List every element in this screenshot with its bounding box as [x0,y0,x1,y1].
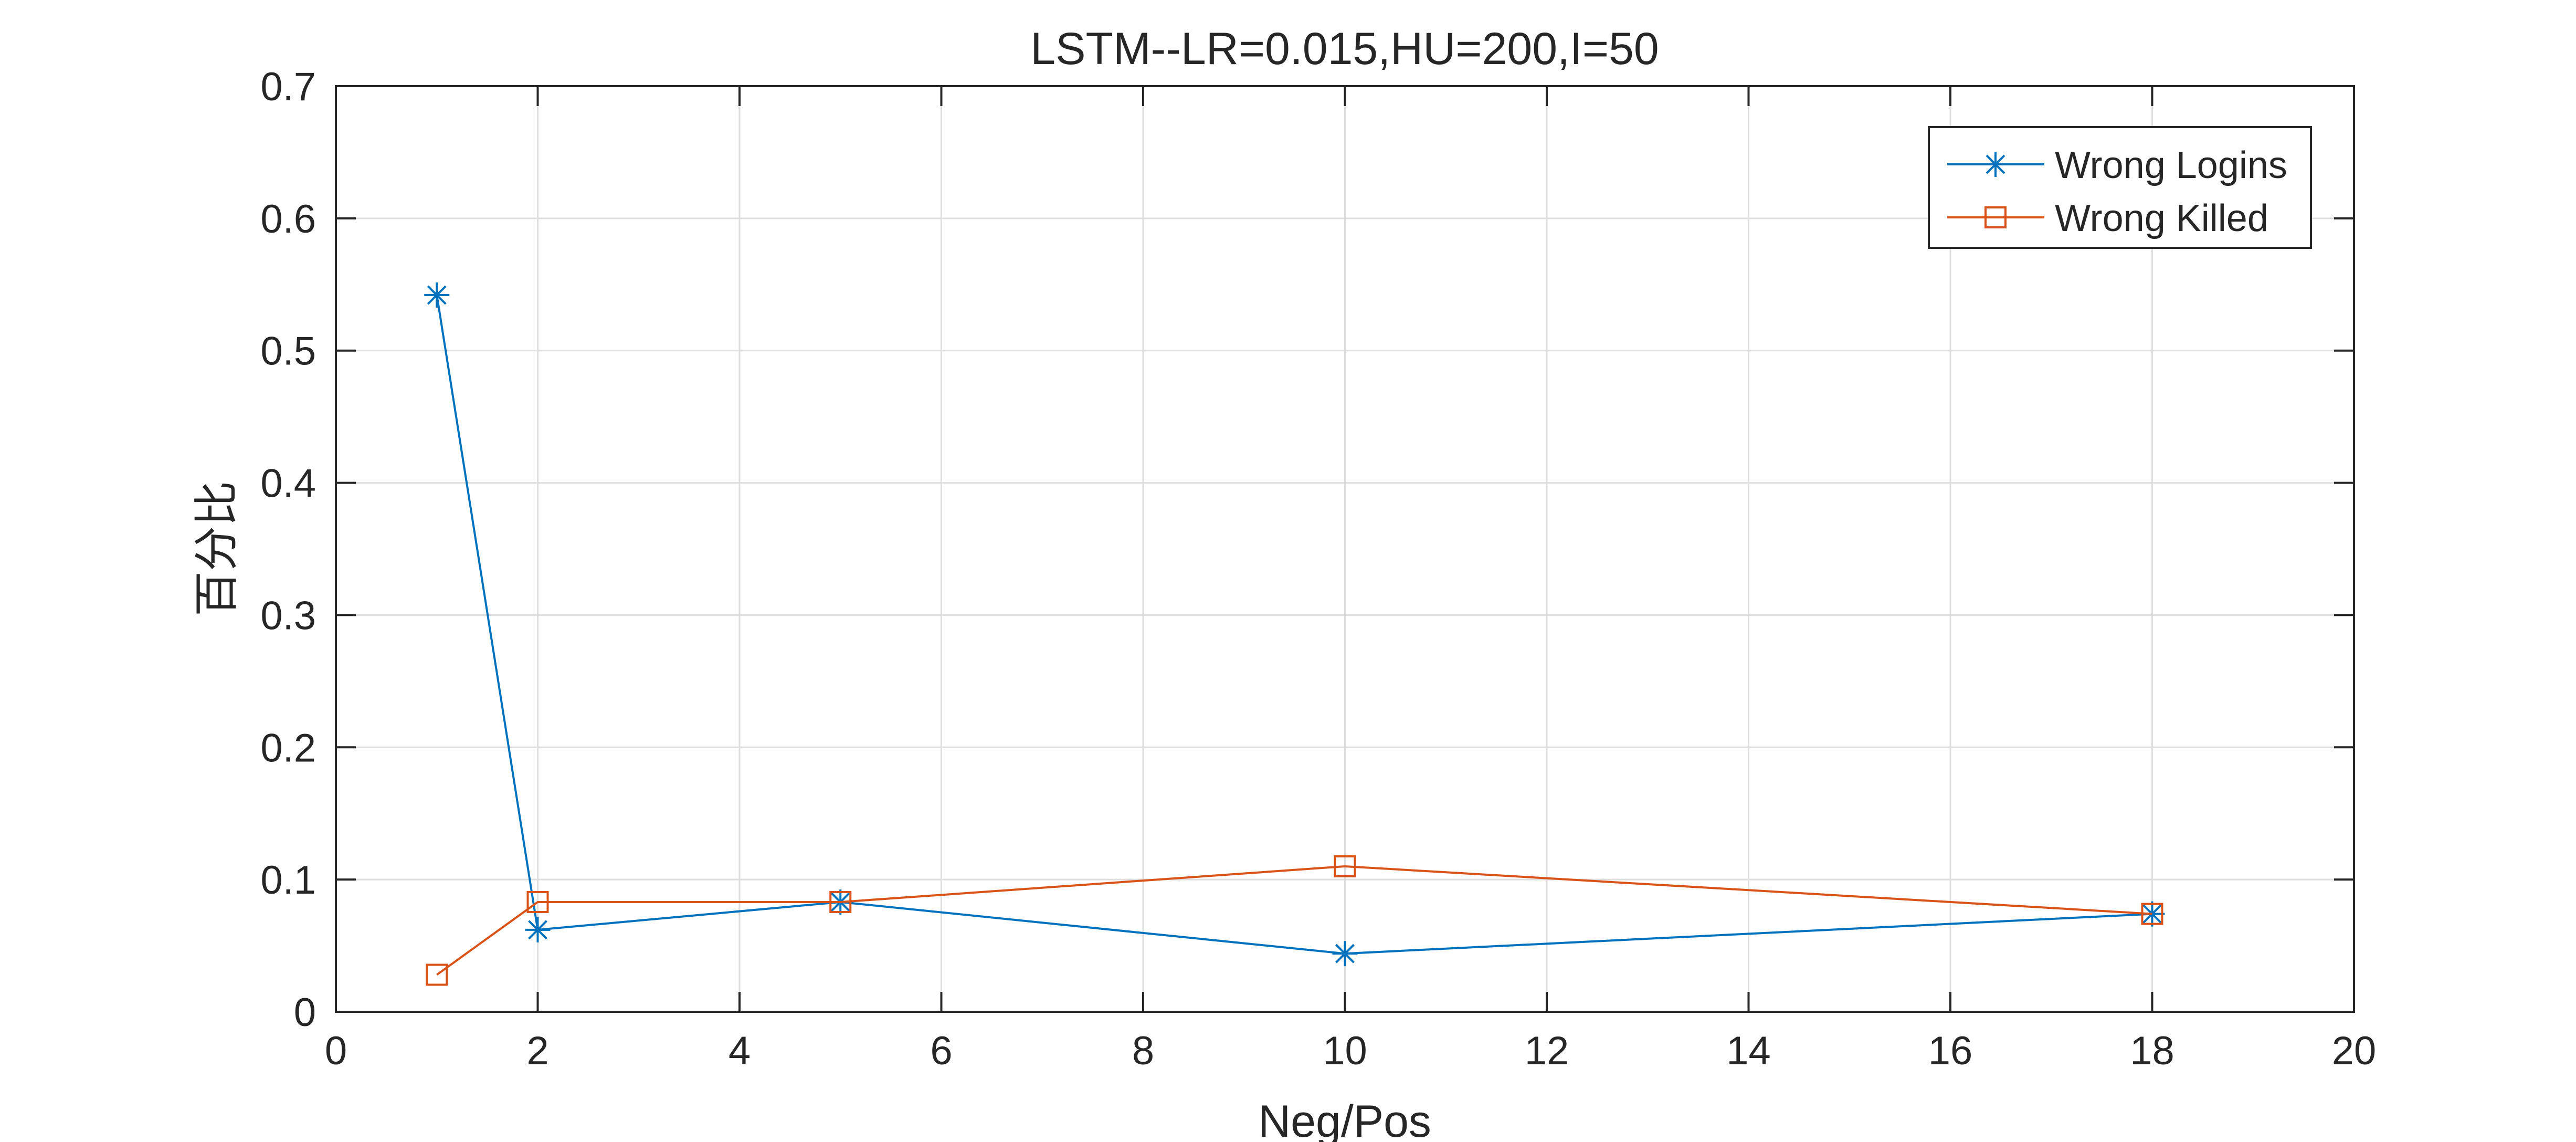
y-tick-label: 0.6 [260,197,316,242]
axis-ticks [335,85,2355,1013]
x-tick-label: 0 [325,1029,347,1073]
y-tick-label: 0.1 [260,858,316,903]
data-series [424,282,2165,986]
y-tick-label: 0.2 [260,726,316,770]
y-tick-label: 0.3 [260,593,316,638]
x-tick-label: 12 [1525,1029,1569,1073]
y-tick-label: 0.5 [260,329,316,374]
legend-marker-wrong-killed [1984,206,2007,228]
y-axis-label: 百分比 [192,481,242,616]
x-tick-label: 18 [2130,1029,2174,1073]
data-point-wrong-logins [1332,941,1358,967]
x-tick-labels: 0 2 4 6 8 10 12 14 16 18 20 [325,1029,2376,1073]
x-tick-label: 10 [1323,1029,1367,1073]
asterisk-stroke [1335,944,1355,963]
legend-label-wrong-killed: Wrong Killed [2055,197,2268,239]
x-tick-label: 20 [2332,1029,2377,1073]
x-tick-label: 14 [1726,1029,1771,1073]
x-tick-label: 8 [1132,1029,1154,1073]
y-tick-labels: 0 0.1 0.2 0.3 0.4 0.5 0.6 0.7 [260,65,316,1035]
data-point-wrong-killed [526,890,549,913]
x-tick-label: 2 [526,1029,548,1073]
legend-marker-wrong-logins [1983,152,2008,177]
y-tick-label: 0.7 [260,65,316,109]
x-tick-label: 16 [1928,1029,1973,1073]
asterisk-stroke [1986,154,2005,174]
asterisk-stroke [427,285,447,305]
asterisk-stroke [528,920,547,940]
y-tick-label: 0.4 [260,462,316,506]
data-point-wrong-logins [424,282,450,308]
x-tick-label: 4 [729,1029,751,1073]
legend: Wrong Logins Wrong Killed [1928,126,2312,249]
data-point-wrong-killed [1334,855,1356,877]
data-point-wrong-logins [525,917,551,942]
chart-title: LSTM--LR=0.015,HU=200,I=50 [1030,24,1659,74]
x-tick-label: 6 [930,1029,952,1073]
legend-entry-wrong-logins: Wrong Logins [1947,144,2287,186]
data-point-wrong-killed [426,963,448,986]
legend-entry-wrong-killed: Wrong Killed [1947,197,2268,239]
y-tick-label: 0 [294,990,316,1035]
data-point-wrong-killed [2141,903,2163,925]
data-point-wrong-killed [829,890,852,913]
series-line-wrong-killed [436,865,2152,976]
legend-label-wrong-logins: Wrong Logins [2055,144,2287,186]
x-axis-label: Neg/Pos [1258,1096,1431,1142]
